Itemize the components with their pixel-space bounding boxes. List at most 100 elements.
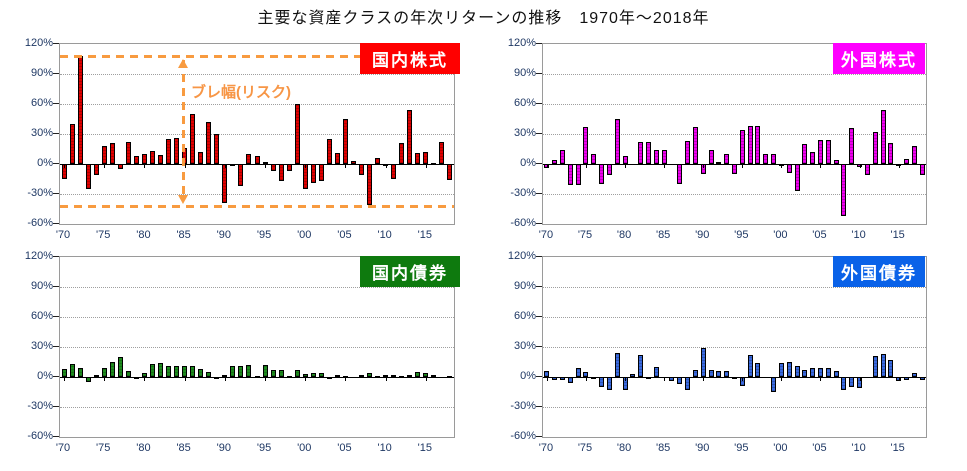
x-axis-tick [265, 377, 266, 381]
y-axis-tick [53, 193, 59, 194]
y-axis-tick [536, 316, 542, 317]
bar-foreign-stocks-2009 [849, 128, 854, 164]
legend-foreign-stocks: 外国株式 [833, 43, 925, 74]
x-axis-tick [664, 377, 665, 381]
bar-domestic-stocks-1984 [174, 138, 179, 164]
x-axis-tick [703, 377, 704, 381]
gridline [543, 317, 926, 318]
bar-domestic-bonds-2010 [383, 375, 388, 377]
x-axis-tick [225, 164, 226, 168]
y-axis-tick [536, 346, 542, 347]
bar-foreign-stocks-1975 [583, 127, 588, 164]
panel-domestic-bonds: 国内債券 120% 90% 60% 30% 0% -30% -60% '70 '75 '80 '85… [25, 250, 460, 454]
bar-foreign-stocks-1971 [552, 160, 557, 164]
x-axis-tick [742, 377, 743, 381]
bar-foreign-bonds-1993 [724, 371, 729, 377]
bar-domestic-bonds-1972 [78, 368, 83, 377]
legend-domestic-bonds: 国内債券 [360, 256, 460, 287]
x-axis-tick-label: '75 [577, 229, 593, 241]
bar-foreign-stocks-1994 [732, 164, 737, 174]
bar-foreign-bonds-1997 [755, 363, 760, 377]
bar-foreign-stocks-2001 [787, 164, 792, 173]
bar-foreign-stocks-1976 [591, 154, 596, 164]
y-axis-tick [536, 73, 542, 74]
bar-domestic-stocks-2008 [367, 164, 372, 205]
bar-domestic-stocks-1981 [150, 151, 155, 164]
bar-foreign-stocks-1995 [740, 130, 745, 164]
gridline [60, 74, 454, 75]
gridline [60, 134, 454, 135]
bar-domestic-stocks-2003 [327, 139, 332, 164]
x-axis-tick [820, 377, 821, 381]
bar-foreign-bonds-1996 [748, 355, 753, 377]
bar-foreign-bonds-1981 [630, 374, 635, 377]
bar-foreign-bonds-2004 [810, 368, 815, 377]
bar-foreign-stocks-2008 [841, 164, 846, 216]
bar-domestic-stocks-1993 [246, 154, 251, 164]
bar-domestic-stocks-1989 [214, 134, 219, 164]
bar-foreign-stocks-2004 [810, 152, 815, 164]
bar-domestic-bonds-2004 [335, 375, 340, 377]
y-axis-tick-label: 60% [513, 97, 536, 109]
bar-foreign-bonds-1984 [654, 367, 659, 377]
arrowhead-up-icon [178, 59, 188, 68]
bar-domestic-bonds-1991 [230, 366, 235, 377]
bar-domestic-stocks-2006 [351, 161, 356, 164]
bar-foreign-stocks-1999 [771, 154, 776, 164]
x-axis-tick [386, 164, 387, 168]
risk-range-arrow-line [182, 60, 185, 196]
bar-foreign-bonds-1979 [615, 353, 620, 377]
x-axis-tick [345, 377, 346, 381]
y-axis-tick-label: 60% [513, 310, 536, 322]
y-axis-tick [53, 286, 59, 287]
bar-foreign-stocks-2005 [818, 140, 823, 164]
bar-domestic-bonds-2008 [367, 373, 372, 377]
x-axis-tick-label: '75 [96, 229, 111, 241]
bar-domestic-stocks-2012 [399, 143, 404, 164]
bar-foreign-stocks-1977 [599, 164, 604, 184]
x-axis-tick [225, 377, 226, 381]
bar-foreign-stocks-1991 [709, 150, 714, 164]
bar-foreign-stocks-1973 [568, 164, 573, 185]
bar-foreign-bonds-1982 [638, 355, 643, 377]
bar-domestic-stocks-1999 [295, 104, 300, 164]
x-axis-tick-label: '90 [216, 442, 231, 454]
bar-foreign-stocks-1988 [685, 141, 690, 164]
x-axis-tick-label: '05 [812, 229, 827, 241]
x-axis-tick [185, 164, 186, 168]
bar-foreign-bonds-2008 [841, 377, 846, 390]
bar-foreign-bonds-1999 [771, 377, 776, 392]
bar-foreign-bonds-2014 [888, 360, 893, 377]
gridline [60, 287, 454, 288]
gridline [543, 407, 926, 408]
y-axis-tick [53, 316, 59, 317]
x-axis-tick-label: '00 [297, 442, 312, 454]
x-axis-tick-label: '85 [655, 442, 671, 454]
bar-domestic-bonds-2007 [359, 375, 364, 377]
bar-foreign-stocks-2006 [826, 140, 831, 164]
y-axis-tick-label: 30% [30, 340, 53, 352]
zero-axis-line [60, 377, 454, 378]
y-axis-tick-label: 30% [513, 340, 536, 352]
y-axis-tick-label: 30% [30, 127, 53, 139]
x-axis-tick [64, 164, 65, 168]
gridline [60, 104, 454, 105]
bar-foreign-stocks-1980 [623, 156, 628, 164]
bar-foreign-bonds-1978 [607, 377, 612, 390]
x-axis-tick-label: '90 [216, 229, 231, 241]
bar-domestic-bonds-2011 [391, 375, 396, 377]
bar-foreign-stocks-1993 [724, 154, 729, 164]
bar-foreign-stocks-1982 [638, 142, 643, 164]
y-axis-tick-label: 0% [520, 370, 536, 382]
gridline [60, 407, 454, 408]
x-axis-tick-label: '70 [538, 442, 554, 454]
bar-domestic-stocks-1972 [78, 56, 83, 164]
gridline [60, 347, 454, 348]
risk-range-lower-line [60, 205, 454, 208]
y-axis-tick-label: 90% [513, 280, 536, 292]
y-axis-tick [536, 376, 542, 377]
bar-domestic-stocks-1988 [206, 122, 211, 164]
risk-range-upper-line [60, 55, 454, 58]
bar-domestic-bonds-1995 [263, 365, 268, 377]
y-axis-tick-label: -30% [27, 400, 53, 412]
